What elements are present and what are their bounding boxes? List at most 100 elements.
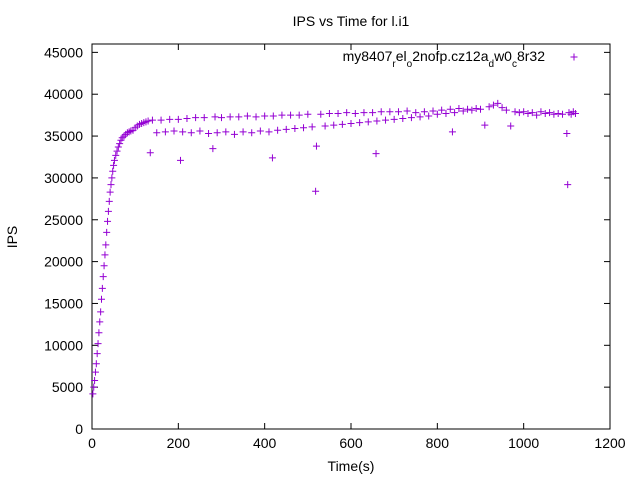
data-point — [550, 110, 558, 118]
data-point — [274, 126, 282, 134]
x-tick-label: 400 — [253, 435, 277, 451]
data-point — [102, 241, 110, 249]
data-point — [157, 116, 165, 124]
data-point — [97, 308, 105, 316]
data-point — [433, 110, 441, 118]
y-tick-label: 45000 — [44, 44, 83, 60]
data-point — [99, 273, 107, 281]
y-tick-label: 5000 — [52, 379, 83, 395]
data-point — [109, 167, 117, 175]
data-point — [252, 113, 260, 121]
data-point — [377, 108, 385, 116]
data-point — [442, 109, 450, 117]
data-point — [123, 129, 131, 137]
data-point — [477, 105, 484, 113]
data-point — [351, 109, 359, 117]
data-point — [268, 154, 276, 162]
y-tick-label: 15000 — [44, 295, 83, 311]
data-point — [96, 318, 104, 326]
data-point — [369, 109, 377, 117]
axis-ticks: 0 200 400 600 800 1000 1200 0 5000 10000 15000 2000… — [44, 44, 626, 451]
data-point — [399, 114, 407, 122]
legend-marker — [570, 53, 578, 61]
data-point — [100, 262, 108, 270]
data-point — [211, 113, 219, 121]
data-point — [176, 156, 184, 164]
data-point — [243, 112, 251, 120]
data-point — [101, 251, 109, 259]
data-point — [489, 101, 497, 109]
data-point — [429, 107, 437, 115]
data-point — [507, 122, 515, 130]
data-point — [554, 109, 562, 117]
data-point — [230, 130, 238, 138]
data-point — [528, 109, 536, 117]
data-point — [343, 109, 351, 117]
data-point — [104, 207, 112, 215]
x-tick-label: 600 — [339, 435, 363, 451]
x-tick-label: 1200 — [594, 435, 625, 451]
y-tick-label: 30000 — [44, 170, 83, 186]
data-point — [94, 340, 102, 348]
data-point — [416, 113, 424, 121]
data-point — [291, 125, 299, 133]
data-point — [116, 140, 124, 148]
y-tick-label: 0 — [75, 421, 83, 437]
y-tick-label: 25000 — [44, 212, 83, 228]
data-point — [146, 149, 154, 157]
data-points — [89, 99, 579, 398]
y-axis-label: IPS — [4, 226, 20, 249]
data-point — [373, 117, 381, 125]
data-point — [120, 132, 128, 140]
chart-title: IPS vs Time for l.i1 — [293, 13, 410, 29]
data-point — [563, 130, 571, 138]
data-point — [541, 109, 549, 117]
data-point — [459, 107, 467, 115]
data-point — [511, 108, 519, 116]
data-point — [196, 127, 204, 135]
data-point — [112, 151, 120, 159]
data-point — [192, 114, 200, 122]
data-point — [278, 111, 286, 119]
data-point — [533, 111, 541, 119]
data-point — [166, 115, 174, 123]
data-point — [464, 105, 472, 113]
data-point — [106, 188, 114, 196]
data-point — [546, 109, 554, 117]
data-point — [226, 113, 234, 121]
data-point — [524, 109, 532, 117]
data-point — [256, 127, 264, 135]
legend-marker-symbol — [570, 53, 578, 61]
data-point — [317, 110, 325, 118]
data-point — [153, 129, 161, 137]
y-tick-label: 40000 — [44, 86, 83, 102]
data-point — [403, 107, 411, 115]
y-tick-label: 35000 — [44, 128, 83, 144]
data-point — [222, 128, 230, 136]
data-point — [92, 360, 100, 368]
data-point — [103, 228, 111, 236]
data-point — [412, 109, 420, 117]
data-point — [187, 129, 195, 137]
data-point — [107, 181, 115, 189]
data-point — [200, 114, 208, 122]
x-axis-label: Time(s) — [328, 458, 375, 474]
x-tick-label: 800 — [426, 435, 450, 451]
data-point — [571, 109, 579, 117]
data-point — [520, 108, 528, 116]
data-point — [312, 142, 320, 150]
y-tick-label: 20000 — [44, 254, 83, 270]
data-point — [312, 187, 320, 195]
data-point — [110, 156, 118, 164]
data-point — [269, 112, 277, 120]
data-point — [321, 122, 329, 130]
data-point — [502, 106, 510, 114]
legend: my8407relo2nofp.cz12adw0c8r32 — [343, 48, 578, 70]
data-point — [420, 108, 428, 116]
data-point — [287, 111, 295, 119]
data-point — [308, 123, 316, 131]
data-point — [485, 103, 493, 111]
data-point — [98, 284, 106, 292]
data-point — [559, 110, 567, 118]
data-point — [161, 128, 169, 136]
